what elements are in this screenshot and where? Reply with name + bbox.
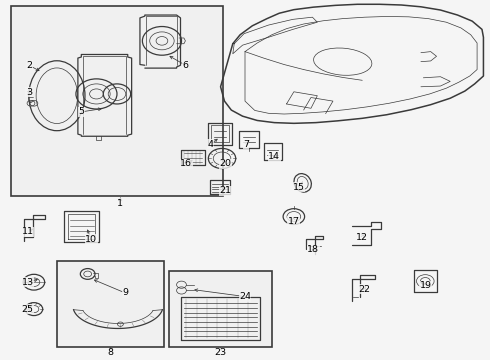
- Text: 22: 22: [359, 285, 371, 294]
- Text: 16: 16: [180, 159, 193, 168]
- Text: 25: 25: [22, 305, 34, 314]
- Text: 4: 4: [208, 140, 214, 149]
- Bar: [57, 261, 164, 347]
- Text: 11: 11: [22, 228, 34, 237]
- Text: 8: 8: [108, 348, 114, 357]
- Text: 10: 10: [85, 235, 97, 244]
- Text: 15: 15: [293, 183, 305, 192]
- Text: 7: 7: [243, 140, 249, 149]
- Text: 23: 23: [215, 348, 227, 357]
- Text: 14: 14: [269, 152, 280, 161]
- Bar: [11, 6, 223, 196]
- Text: 19: 19: [420, 281, 432, 290]
- Text: 18: 18: [307, 246, 319, 255]
- Text: 1: 1: [118, 199, 123, 208]
- Text: 5: 5: [78, 107, 84, 116]
- Text: 12: 12: [356, 233, 368, 242]
- Text: 21: 21: [220, 186, 231, 195]
- Text: 17: 17: [288, 217, 300, 226]
- Text: 2: 2: [26, 61, 32, 70]
- Text: 3: 3: [26, 87, 32, 96]
- Text: 24: 24: [239, 292, 251, 301]
- Bar: [169, 271, 272, 347]
- Text: 6: 6: [182, 61, 188, 70]
- Text: 20: 20: [220, 159, 231, 168]
- Text: 9: 9: [122, 288, 128, 297]
- Text: 13: 13: [22, 278, 34, 287]
